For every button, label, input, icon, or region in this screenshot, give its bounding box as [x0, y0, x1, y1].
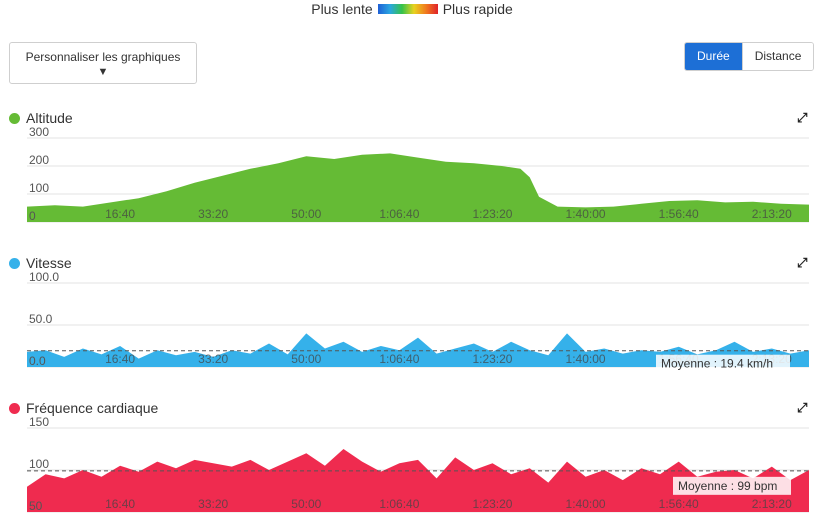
speed-ytick-label: 0.0	[29, 354, 46, 368]
altitude-xtick-label: 2:13:20	[752, 207, 792, 221]
toggle-distance-button[interactable]: Distance	[741, 43, 814, 70]
toggle-duration-button[interactable]: Durée	[685, 43, 742, 70]
altitude-xtick-label: 1:23:20	[472, 207, 512, 221]
speed-xtick-label: 33:20	[198, 352, 228, 366]
speed-average-label: Moyenne : 19.4 km/h	[661, 357, 773, 371]
altitude-xtick-label: 1:06:40	[379, 207, 419, 221]
altitude-title: Altitude	[9, 110, 73, 126]
speed-title-label: Vitesse	[26, 255, 72, 271]
altitude-area	[27, 153, 809, 222]
heart-rate-title: Fréquence cardiaque	[9, 400, 158, 416]
speed-ytick-label: 50.0	[29, 312, 53, 326]
heart-rate-xtick-label: 1:06:40	[379, 497, 419, 511]
altitude-ytick-label: 200	[29, 153, 49, 167]
heart-rate-title-label: Fréquence cardiaque	[26, 400, 159, 416]
speed-gradient-swatch	[377, 4, 438, 14]
caret-down-icon: ▼	[97, 66, 109, 78]
speed-area	[27, 333, 809, 367]
heart-rate-average-badge	[673, 476, 791, 495]
speed-xtick-label: 1:23:20	[472, 352, 512, 366]
heart-rate-xtick-label: 1:56:40	[659, 497, 699, 511]
speed-ytick-label: 100.0	[29, 270, 59, 284]
heart-rate-ytick-label: 100	[29, 457, 49, 471]
altitude-title-label: Altitude	[26, 110, 73, 126]
altitude-xtick-label: 16:40	[105, 207, 135, 221]
expand-speed-icon[interactable]: ⤢	[797, 255, 808, 270]
altitude-xtick-label: 33:20	[198, 207, 228, 221]
altitude-dot-icon	[9, 112, 20, 124]
altitude-ytick-label: 0	[29, 209, 36, 223]
speed-color-legend: Plus lente Plus rapide	[0, 0, 824, 20]
expand-altitude-icon[interactable]: ⤢	[797, 110, 808, 125]
heart-rate-xtick-label: 1:23:20	[472, 497, 512, 511]
speed-dot-icon	[9, 257, 20, 269]
customize-charts-label: Personnaliser les graphiques	[25, 50, 181, 64]
speed-title: Vitesse	[9, 255, 72, 271]
heart-rate-ytick-label: 150	[29, 415, 49, 429]
heart-rate-average-label: Moyenne : 99 bpm	[678, 479, 777, 493]
altitude-ytick-label: 300	[29, 125, 49, 139]
customize-charts-button[interactable]: Personnaliser les graphiques ▼	[9, 42, 197, 84]
expand-heart-rate-icon[interactable]: ⤢	[797, 400, 808, 415]
heart-rate-xtick-label: 2:13:20	[752, 497, 792, 511]
axis-mode-toggle: Durée Distance	[684, 42, 815, 71]
speed-average-badge	[656, 354, 790, 373]
heart-rate-area	[27, 449, 809, 512]
speed-xtick-label: 50:00	[291, 352, 321, 366]
speed-xtick-label: 16:40	[105, 352, 135, 366]
altitude-xtick-label: 50:00	[291, 207, 321, 221]
heart-rate-xtick-label: 16:40	[105, 497, 135, 511]
altitude-xtick-label: 1:56:40	[659, 207, 699, 221]
altitude-xtick-label: 1:40:00	[566, 207, 606, 221]
speed-xtick-label: 1:40:00	[566, 352, 606, 366]
speed-xtick-label: 1:06:40	[379, 352, 419, 366]
legend-slow-label: Plus lente	[311, 1, 373, 17]
heart-rate-dot-icon	[9, 402, 20, 414]
heart-rate-xtick-label: 1:40:00	[566, 497, 606, 511]
altitude-ytick-label: 100	[29, 181, 49, 195]
legend-fast-label: Plus rapide	[442, 1, 513, 17]
heart-rate-xtick-label: 50:00	[291, 497, 321, 511]
heart-rate-xtick-label: 33:20	[198, 497, 228, 511]
heart-rate-ytick-label: 50	[29, 499, 43, 513]
